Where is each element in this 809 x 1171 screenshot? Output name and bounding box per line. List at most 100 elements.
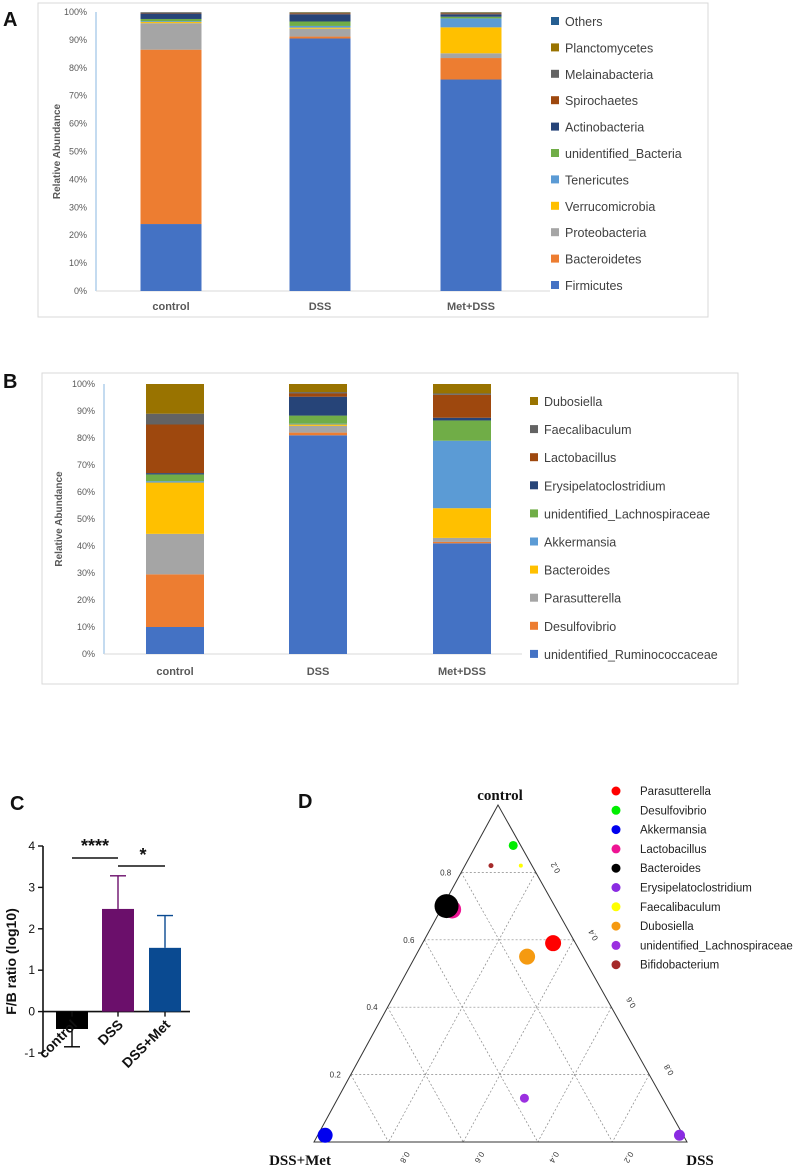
data-point-bacteroides (434, 894, 459, 919)
legend-label: unidentified_Ruminococcaceae (544, 648, 718, 662)
bar-segment-bacteroidetes (289, 36, 351, 39)
y-tick-label: 100% (72, 379, 95, 389)
legend-dot (611, 902, 621, 912)
bar-segment-lactobacillus (146, 424, 204, 474)
legend-swatch (551, 122, 559, 131)
legend-swatch (551, 281, 559, 289)
y-axis-title: Relative Abundance (52, 103, 63, 199)
bar-segment-unidentified-lachnospiraceae (289, 415, 347, 424)
y-tick-label: 20% (69, 230, 87, 240)
tick-label-control: 0.2 (330, 1071, 342, 1080)
tick-label-met: 0.6 (472, 1150, 486, 1165)
tick-label-dss: 0.4 (586, 928, 600, 943)
tick-label-dss: 0.6 (624, 995, 638, 1010)
tick-label-control: 0.8 (440, 868, 452, 877)
legend-swatch (530, 425, 538, 434)
legend-label: Bacteroidetes (565, 253, 641, 267)
tick-label-met: 0.8 (398, 1150, 412, 1165)
legend-dot (611, 921, 621, 931)
legend-label: unidentified_Bacteria (565, 147, 682, 161)
legend-label: Faecalibaculum (544, 423, 632, 437)
bar-segment-spirochaetes (440, 13, 502, 15)
panel-label-a: A (3, 9, 17, 31)
y-tick-label: 40% (77, 541, 95, 551)
bar-segment-faecalibaculum (289, 392, 347, 394)
bar-segment-erysipelatoclostridium (146, 473, 204, 475)
bar-segment-spirochaetes (289, 13, 351, 15)
y-tick-label: 20% (77, 595, 95, 605)
bar-segment-proteobacteria (140, 23, 202, 50)
legend-label: unidentified_Lachnospiraceae (544, 507, 710, 521)
grid-line (612, 1074, 650, 1143)
bar-segment-verrucomicrobia (440, 27, 502, 54)
y-tick-label: 90% (77, 406, 95, 416)
y-tick-label: 40% (69, 174, 87, 184)
grid-line (460, 872, 613, 1143)
tick-label-control: 0.6 (403, 936, 415, 945)
y-tick-label: 4 (28, 839, 35, 853)
panel-b-chart: 0% 10% 20% 30% 40% 50% 60% 70% 80% 90% 100% Relativ… (54, 379, 718, 678)
legend-label: Faecalibaculum (640, 902, 721, 914)
bar-segment-melainabacteria (289, 12, 351, 14)
bar-segment-firmicutes (140, 224, 202, 291)
legend-swatch (530, 621, 538, 630)
legend-dot (611, 883, 621, 892)
legend-dot (611, 940, 621, 950)
bar-segment-unidentified-lachnospiraceae (433, 420, 491, 441)
bar-segment-akkermansia (289, 423, 347, 425)
y-tick-label: 90% (69, 35, 87, 45)
bar-segment-akkermansia (433, 440, 491, 509)
legend-label: Tenericutes (565, 173, 629, 187)
y-tick-label: 3 (28, 880, 35, 894)
bar-segment-parasutterella (289, 425, 347, 433)
bar-segment-actinobacteria (440, 14, 502, 17)
grid-line (350, 1074, 389, 1143)
y-tick-label: 10% (77, 622, 95, 632)
legend-label: Actinobacteria (565, 121, 644, 135)
legend-swatch (551, 254, 559, 263)
y-tick-label: -1 (24, 1046, 35, 1060)
bar-segment-desulfovibrio (433, 541, 491, 544)
legend-swatch (551, 201, 559, 210)
significance-label: * (139, 845, 146, 865)
bar-segment-desulfovibrio (146, 574, 204, 627)
y-axis-title: Relative Abundance (54, 471, 65, 567)
x-tick-label: Met+DSS (438, 666, 486, 678)
bar-segment-erysipelatoclostridium (433, 417, 491, 421)
data-point-unidentified-lachnospiraceae (519, 1093, 529, 1103)
bar-segment-faecalibaculum (146, 413, 204, 425)
legend-label: Desulfovibrio (640, 805, 706, 817)
legend-dot (611, 960, 621, 970)
x-tick-label: DSS (307, 666, 330, 678)
x-tick-label: control (152, 301, 189, 313)
bar-segment-actinobacteria (289, 14, 351, 22)
tick-label-met: 0.4 (547, 1150, 561, 1165)
legend-label: Desulfovibrio (544, 620, 616, 634)
legend-swatch (530, 397, 538, 405)
grid-line (462, 939, 574, 1143)
x-tick-label: DSS (309, 301, 332, 313)
tick-label-dss: 0.2 (549, 860, 563, 875)
legend-label: Parasutterella (544, 592, 621, 606)
data-point-akkermansia (317, 1127, 333, 1143)
bar-segment-bacteroidetes (140, 49, 202, 225)
bar-segment-dubosiella (289, 384, 347, 393)
y-tick-label: 70% (77, 460, 95, 470)
legend-label: Erysipelatoclostridium (640, 883, 752, 895)
legend-label: Lactobacillus (640, 844, 707, 856)
x-tick-label: DSS+Met (119, 1016, 174, 1071)
legend-dot (611, 825, 621, 835)
y-tick-label: 50% (69, 147, 87, 157)
bar-segment-parasutterella (146, 533, 204, 575)
panel-label-c: C (10, 793, 24, 815)
legend-dot (611, 844, 621, 854)
legend-label: Proteobacteria (565, 226, 646, 240)
legend-swatch (551, 43, 559, 52)
bar-segment-firmicutes (289, 38, 351, 291)
legend-swatch (551, 17, 559, 25)
panel-label-d: D (298, 791, 312, 813)
vertex-label-right: DSS (686, 1153, 714, 1169)
bar-segment-unidentified-ruminococcaceae (289, 435, 347, 654)
